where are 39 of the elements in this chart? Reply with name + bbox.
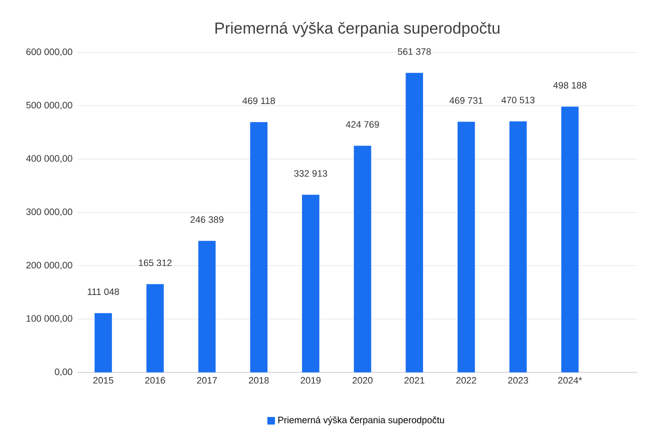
bar [146,284,164,372]
x-tick-label: 2021 [404,377,424,384]
data-label: 332 913 [294,170,328,177]
data-label: 469 118 [242,98,275,104]
y-tick-label: 500 000,00 [26,102,72,110]
y-tick-label: 200 000,00 [26,262,72,270]
data-label: 246 389 [190,216,224,223]
x-tick-label: 2016 [145,377,166,384]
x-tick-label: 2019 [300,377,321,384]
data-label: 424 769 [346,121,379,128]
x-tick-label: 2024* [558,377,582,384]
bar [354,146,372,372]
data-label: 469 731 [450,97,483,104]
bar [458,122,475,372]
y-tick-label: 0,00 [54,368,72,376]
chart-title: Priemerná výška čerpania superodpočtu [215,22,500,37]
x-tick-label: 2023 [508,377,528,384]
x-tick-label: 2015 [93,377,114,384]
x-tick-label: 2022 [456,377,476,384]
bar [198,240,216,372]
y-tick-label: 300 000,00 [26,208,72,216]
x-tick-label: 2020 [352,377,373,384]
legend-label: Priemerná výška čerpania superodpočtu [278,416,444,426]
data-label: 561 378 [398,48,431,55]
y-tick-label: 400 000,00 [26,155,72,163]
y-tick-label: 600 000,00 [26,48,72,56]
data-label: 165 312 [138,260,172,266]
data-label: 498 188 [553,82,586,89]
bar [250,122,268,372]
bar [561,106,579,372]
data-label: 111 048 [88,288,120,296]
bar [406,72,424,372]
bar [509,121,527,372]
bar [302,194,320,372]
data-label: 470 513 [501,96,535,104]
bar [94,313,112,372]
x-tick-label: 2018 [248,377,269,384]
x-tick-label: 2017 [197,377,217,384]
y-tick-label: 100 000,00 [26,315,72,323]
